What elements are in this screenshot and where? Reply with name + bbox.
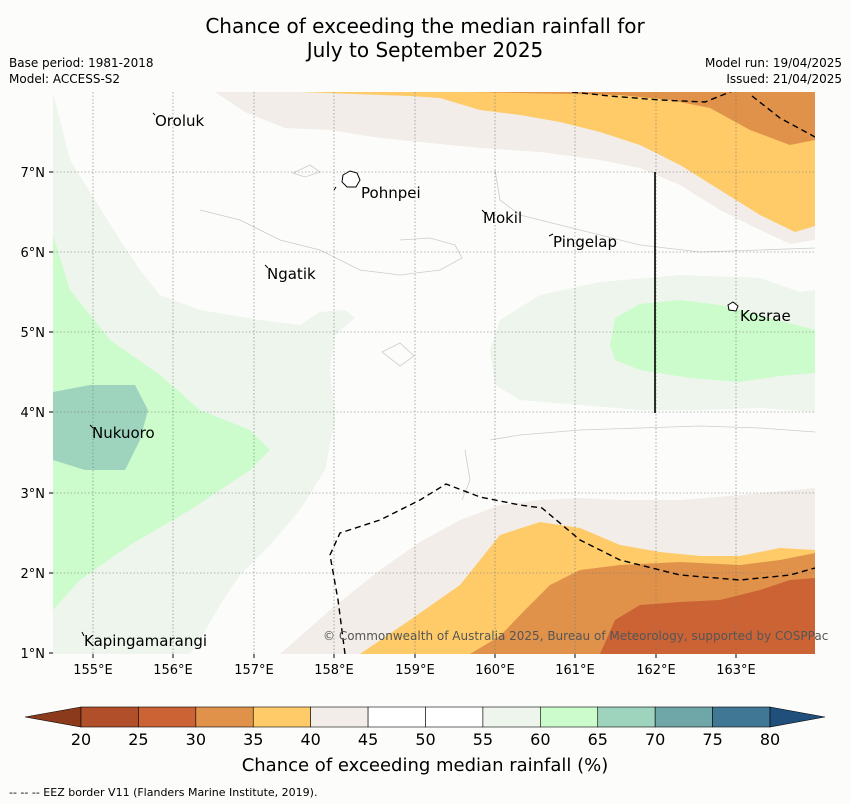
pohnpei-island bbox=[341, 170, 361, 188]
lat-tick: 3°N bbox=[21, 487, 46, 502]
lon-tick: 163°E bbox=[716, 663, 756, 678]
colorbar-swatch bbox=[712, 706, 771, 728]
map-title: Chance of exceeding the median rainfall … bbox=[0, 14, 850, 62]
colorbar-tick-label: 65 bbox=[588, 730, 608, 749]
mokil-atoll bbox=[481, 209, 486, 214]
colorbar-tick-label: 50 bbox=[415, 730, 435, 749]
meta-right: Model run: 19/04/2025 Issued: 21/04/2025 bbox=[705, 55, 842, 87]
colorbar-low-arrow bbox=[24, 706, 82, 728]
lat-tick-labels: 7°N 6°N 5°N 4°N 3°N 2°N 1°N bbox=[21, 166, 46, 662]
title-line-2: July to September 2025 bbox=[306, 38, 544, 62]
label-kosrae: Kosrae bbox=[740, 307, 791, 325]
colorbar-swatch bbox=[138, 706, 197, 728]
place-labels: Oroluk Pohnpei Mokil Pingelap Ngatik Kos… bbox=[84, 112, 791, 650]
copyright-notice: © Commonwealth of Australia 2025, Bureau… bbox=[323, 629, 829, 643]
base-period: Base period: 1981-2018 bbox=[9, 56, 154, 70]
map-area: Oroluk Pohnpei Mokil Pingelap Ngatik Kos… bbox=[53, 92, 815, 654]
ant-atoll bbox=[333, 186, 337, 191]
lon-tick: 155°E bbox=[73, 663, 113, 678]
colorbar-tick-label: 80 bbox=[760, 730, 780, 749]
prob-60-65-kosrae bbox=[610, 300, 815, 382]
lon-tick: 162°E bbox=[636, 663, 676, 678]
prob-25-30-bottom bbox=[600, 578, 815, 654]
meta-left: Base period: 1981-2018 Model: ACCESS-S2 bbox=[9, 55, 154, 87]
lon-tick: 157°E bbox=[234, 663, 274, 678]
issued-date: Issued: 21/04/2025 bbox=[726, 72, 842, 86]
title-line-1: Chance of exceeding the median rainfall … bbox=[205, 14, 645, 38]
ngatik-atoll bbox=[264, 264, 269, 269]
lon-tick: 160°E bbox=[475, 663, 515, 678]
axis-ticks bbox=[49, 171, 737, 658]
islands bbox=[81, 112, 739, 637]
lon-tick-labels: 155°E 156°E 157°E 158°E 159°E 160°E 161°… bbox=[73, 663, 756, 678]
contour-lines bbox=[199, 164, 815, 501]
colorbar-swatch bbox=[367, 706, 426, 728]
colorbar-swatch bbox=[80, 706, 139, 728]
map-figure: Oroluk Pohnpei Mokil Pingelap Ngatik Kos… bbox=[21, 92, 815, 678]
colorbar-swatch bbox=[252, 706, 311, 728]
eez-border bbox=[329, 92, 815, 654]
lat-tick: 7°N bbox=[21, 166, 46, 181]
nukuoro-atoll bbox=[89, 424, 94, 429]
label-pingelap: Pingelap bbox=[553, 233, 617, 251]
lat-tick: 1°N bbox=[21, 647, 46, 662]
eez-footnote: -- -- -- EEZ border V11 (Flanders Marine… bbox=[9, 786, 318, 799]
lon-tick: 158°E bbox=[314, 663, 354, 678]
kosrae-island bbox=[727, 301, 739, 312]
colorbar-tick-label: 30 bbox=[186, 730, 206, 749]
label-mokil: Mokil bbox=[483, 209, 522, 227]
colorbar-swatch bbox=[425, 706, 484, 728]
colorbar-tick-label: 20 bbox=[71, 730, 91, 749]
lat-tick: 4°N bbox=[21, 406, 46, 421]
lon-tick: 156°E bbox=[153, 663, 193, 678]
label-nukuoro: Nukuoro bbox=[92, 424, 155, 442]
lat-tick: 5°N bbox=[21, 326, 46, 341]
lon-tick: 161°E bbox=[555, 663, 595, 678]
colorbar-swatch bbox=[482, 706, 541, 728]
oroluk-atoll bbox=[152, 112, 156, 116]
colorbar-swatch bbox=[597, 706, 656, 728]
lat-tick: 2°N bbox=[21, 567, 46, 582]
colorbar-swatch bbox=[654, 706, 713, 728]
colorbar-tick-label: 60 bbox=[530, 730, 550, 749]
pingelap-atoll bbox=[548, 233, 554, 237]
colorbar-title: Chance of exceeding median rainfall (%) bbox=[241, 755, 609, 776]
colorbar-tick-label: 45 bbox=[358, 730, 378, 749]
label-ngatik: Ngatik bbox=[267, 265, 316, 283]
colorbar-swatch bbox=[540, 706, 599, 728]
kapingamarangi-atoll bbox=[81, 631, 85, 637]
model-name: Model: ACCESS-S2 bbox=[9, 72, 121, 86]
label-oroluk: Oroluk bbox=[155, 112, 204, 130]
colorbar-tick-label: 55 bbox=[473, 730, 493, 749]
colorbar-swatch bbox=[195, 706, 254, 728]
prob-30-35-top bbox=[470, 92, 815, 145]
colorbar-high-arrow bbox=[769, 706, 826, 728]
prob-60-65-west bbox=[53, 235, 270, 610]
graticule bbox=[53, 92, 815, 654]
colorbar-swatch bbox=[310, 706, 369, 728]
colorbar-tick-label: 35 bbox=[243, 730, 263, 749]
lon-tick: 159°E bbox=[395, 663, 435, 678]
colorbar-tick-label: 25 bbox=[128, 730, 148, 749]
model-run: Model run: 19/04/2025 bbox=[704, 56, 842, 70]
prob-65-70-nukuoro bbox=[53, 385, 148, 470]
label-pohnpei: Pohnpei bbox=[361, 184, 421, 202]
label-kapingamarangi: Kapingamarangi bbox=[84, 632, 207, 650]
colorbar-tick-label: 70 bbox=[645, 730, 665, 749]
lat-tick: 6°N bbox=[21, 246, 46, 261]
prob-35-40-top bbox=[300, 92, 815, 232]
colorbar-tick-label: 40 bbox=[300, 730, 320, 749]
colorbar-tick-label: 75 bbox=[702, 730, 722, 749]
